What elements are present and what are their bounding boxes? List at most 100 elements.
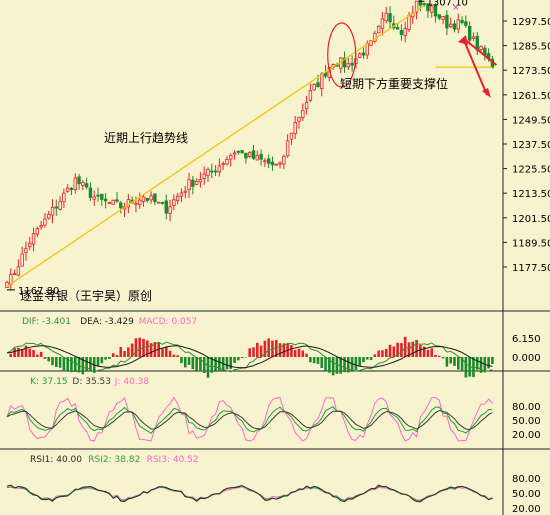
- candle-body: [24, 248, 28, 253]
- y-tick-label: 1273.50: [512, 66, 550, 77]
- uptrend-line: [6, 5, 425, 288]
- candle-body: [270, 161, 275, 166]
- downside-arrow-line: [462, 37, 488, 96]
- candle-body: [149, 195, 153, 201]
- candle-body: [464, 21, 468, 26]
- candle-body: [365, 43, 369, 56]
- candle-body: [285, 140, 290, 157]
- candle-body: [418, 0, 423, 6]
- candle-body: [194, 180, 199, 185]
- candle-body: [452, 23, 457, 30]
- y-tick-label: 1297.50: [512, 17, 550, 28]
- candle-body: [229, 154, 233, 160]
- candle-body: [134, 202, 138, 205]
- candle-body: [111, 199, 115, 205]
- candle-body: [119, 202, 123, 209]
- rsi1-line: [6, 484, 493, 503]
- author-credit: 逐金寻银（王宇昊）原创: [20, 288, 152, 303]
- candle-body: [297, 117, 301, 122]
- candle-body: [240, 150, 244, 154]
- y-tick-label: 1201.50: [512, 214, 550, 225]
- candle-body: [183, 190, 187, 193]
- k-line: [6, 406, 493, 434]
- candle-body: [179, 192, 184, 197]
- candle-body: [221, 163, 225, 166]
- rsi-legend-item: RSI2: 38.82: [88, 455, 140, 465]
- candle-body: [395, 27, 400, 30]
- kdj-legend-item: D: 35.53: [72, 377, 111, 387]
- candle-body: [259, 153, 263, 160]
- candle-body: [156, 201, 161, 204]
- support-annotation: 短期下方重要支撑位: [340, 76, 448, 91]
- y-tick-label: 1189.50: [512, 238, 550, 249]
- candle-body: [430, 5, 434, 13]
- downside-arrow-head: [482, 88, 491, 98]
- candle-body: [141, 196, 146, 203]
- candle-body: [35, 228, 40, 235]
- candle-body: [138, 199, 142, 206]
- y-tick-label: 1285.50: [512, 42, 550, 53]
- candle-body: [255, 155, 259, 161]
- candle-body: [16, 266, 21, 276]
- candle-body: [39, 225, 43, 228]
- macd-legend-item: DIF: -3.401: [22, 317, 71, 327]
- candle-body: [479, 46, 483, 50]
- candle-body: [403, 28, 407, 36]
- candle-body: [278, 162, 282, 165]
- candle-body: [28, 242, 32, 248]
- candle-body: [471, 36, 476, 39]
- candle-body: [77, 176, 81, 185]
- upside-arrow-line: [462, 37, 498, 66]
- candle-body: [460, 19, 464, 24]
- candle-body: [304, 101, 309, 110]
- d-line: [6, 409, 493, 430]
- high-price-label: 1307.10: [427, 0, 468, 8]
- candle-body: [342, 57, 347, 68]
- candle-body: [213, 170, 218, 173]
- candle-body: [206, 168, 210, 176]
- kdj-y-tick-label: 50.00: [512, 416, 541, 427]
- y-tick-label: 1177.50: [512, 263, 550, 274]
- candle-body: [384, 12, 388, 22]
- kdj-legend-item: K: 37.15: [30, 377, 68, 387]
- trendline-annotation: 近期上行趋势线: [104, 131, 188, 145]
- candle-body: [65, 187, 70, 192]
- rsi-legend-item: RSI3: 40.52: [147, 455, 199, 465]
- candle-body: [441, 16, 445, 20]
- candle-body: [426, 3, 430, 12]
- kdj-y-tick-label: 80.00: [512, 402, 541, 413]
- candle-body: [433, 4, 438, 17]
- candle-body: [73, 177, 77, 190]
- candle-body: [202, 173, 206, 179]
- kdj-y-tick-label: 20.00: [512, 430, 541, 441]
- candle-body: [50, 206, 55, 216]
- rsi2-line: [6, 485, 493, 502]
- rsi-y-tick-label: 80.00: [512, 474, 541, 485]
- candle-body: [164, 200, 168, 214]
- rsi-y-tick-label: 20.00: [512, 504, 541, 515]
- candle-body: [210, 170, 214, 173]
- candle-body: [84, 183, 89, 188]
- candle-body: [191, 179, 195, 187]
- candle-body: [456, 19, 460, 30]
- candle-body: [54, 206, 58, 209]
- candle-body: [168, 206, 172, 214]
- candle-body: [445, 14, 449, 29]
- candle-body: [316, 82, 320, 88]
- candle-body: [62, 192, 66, 203]
- rsi-legend-item: RSI1: 40.00: [30, 455, 82, 465]
- candle-body: [100, 193, 104, 200]
- macd-legend-item: DEA: -3.429: [80, 317, 134, 327]
- dif-line: [6, 341, 493, 373]
- macd-y-tick-label: 0.000: [512, 353, 541, 364]
- macd-y-tick-label: 6.150: [512, 334, 541, 345]
- candle-body: [153, 193, 157, 203]
- candle-body: [380, 18, 385, 29]
- candle-body: [198, 179, 203, 183]
- candle-body: [357, 53, 362, 58]
- candle-body: [12, 273, 17, 276]
- candle-body: [388, 13, 392, 23]
- y-tick-label: 1237.50: [512, 140, 550, 151]
- dea-line: [6, 345, 493, 369]
